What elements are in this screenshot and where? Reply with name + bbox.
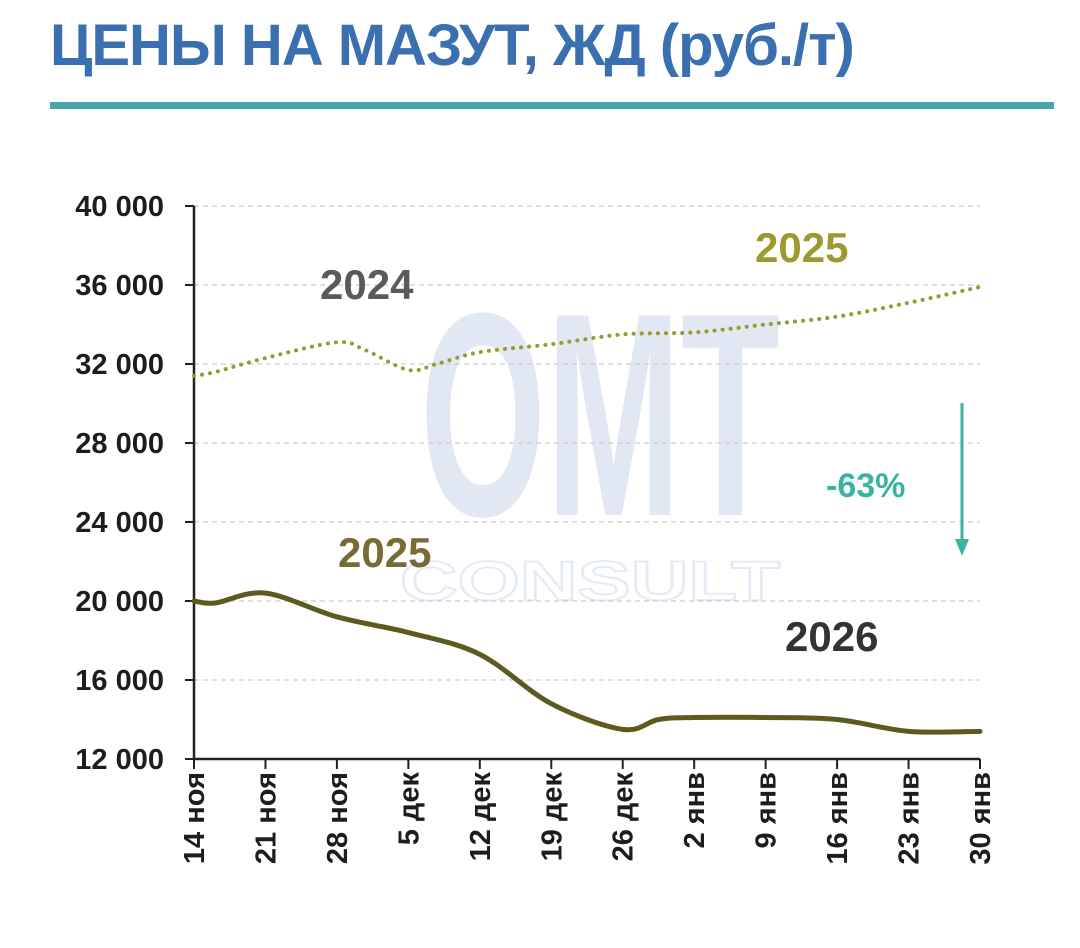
x-tick-label: 14 ноя — [179, 772, 211, 864]
watermark-main: OMT — [420, 253, 780, 577]
series-2024-2025-line — [192, 284, 982, 378]
y-tick-label: 40 000 — [75, 191, 164, 223]
x-tick-label: 21 ноя — [250, 772, 282, 864]
y-tick-label: 16 000 — [75, 665, 164, 697]
watermark-sub: CONSULT — [400, 549, 780, 612]
y-tick-label: 24 000 — [75, 507, 164, 539]
x-tick-label: 16 янв — [822, 772, 854, 865]
x-tick-label: 28 ноя — [322, 772, 354, 864]
x-tick-label: 30 янв — [965, 772, 997, 865]
x-tick-label: 12 дек — [465, 772, 497, 862]
y-tick-label: 32 000 — [75, 349, 164, 381]
label-2026: 2026 — [785, 613, 878, 660]
change-percent-label: -63% — [826, 467, 905, 505]
label-2025-top: 2025 — [755, 224, 848, 271]
axes — [192, 206, 980, 761]
x-tick-label: 2 янв — [679, 772, 711, 848]
y-tick-label: 36 000 — [75, 270, 164, 302]
x-tick-label: 5 дек — [393, 772, 425, 846]
y-tick-label: 28 000 — [75, 428, 164, 460]
chart-title: ЦЕНЫ НА МАЗУТ, ЖД (руб./т) — [50, 13, 855, 78]
gridlines — [194, 205, 980, 681]
y-tick-label: 12 000 — [75, 744, 164, 776]
label-2024: 2024 — [320, 261, 414, 308]
x-tick-label: 23 янв — [894, 772, 926, 865]
title-underline — [50, 102, 1054, 109]
x-tick-label: 9 янв — [751, 772, 783, 848]
x-axis-ticks: 14 ноя 21 ноя 28 ноя 5 дек 12 дек 19 дек 26 де… — [179, 759, 997, 865]
x-tick-label: 19 дек — [536, 772, 568, 862]
series-2025-2026-line — [191, 590, 983, 735]
down-arrow-icon — [955, 403, 969, 556]
y-axis-ticks: 12 000 16 000 20 000 24 000 28 000 32 000 36 0… — [75, 191, 194, 776]
x-tick-label: 26 дек — [608, 772, 640, 862]
watermark: OMT CONSULT — [399, 253, 781, 613]
label-2025-bottom: 2025 — [338, 529, 431, 576]
y-tick-label: 20 000 — [75, 586, 164, 618]
